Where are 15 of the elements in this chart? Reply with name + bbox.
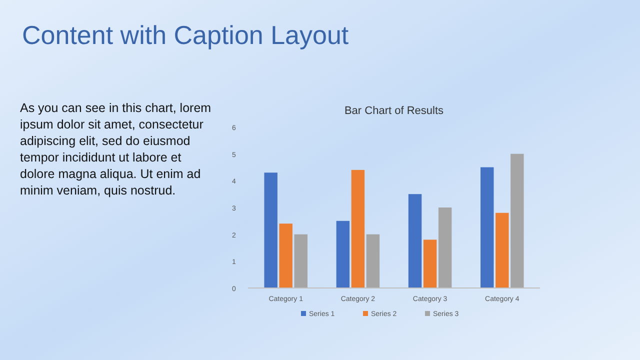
bar — [351, 170, 365, 288]
bar — [480, 167, 494, 288]
bar — [408, 194, 422, 288]
bar — [264, 172, 278, 288]
bar — [366, 234, 380, 288]
bar — [294, 234, 308, 288]
bar — [336, 220, 350, 288]
bar — [510, 154, 524, 288]
text: As you can see in this chart, lorem ipsum dolor sit amet, consectetur adipiscing elit, sed do eiusmod tempor incididunt ut labore et dolore magna aliqua. Ut enim ad minim veniam, quis nostrud. — [20, 101, 212, 198]
bar — [496, 212, 509, 288]
chart-title: Bar Chart of Results — [344, 105, 444, 117]
bar — [438, 208, 452, 288]
bar — [279, 224, 292, 288]
text: Content with Caption Layout — [22, 20, 350, 50]
bar — [423, 240, 437, 288]
